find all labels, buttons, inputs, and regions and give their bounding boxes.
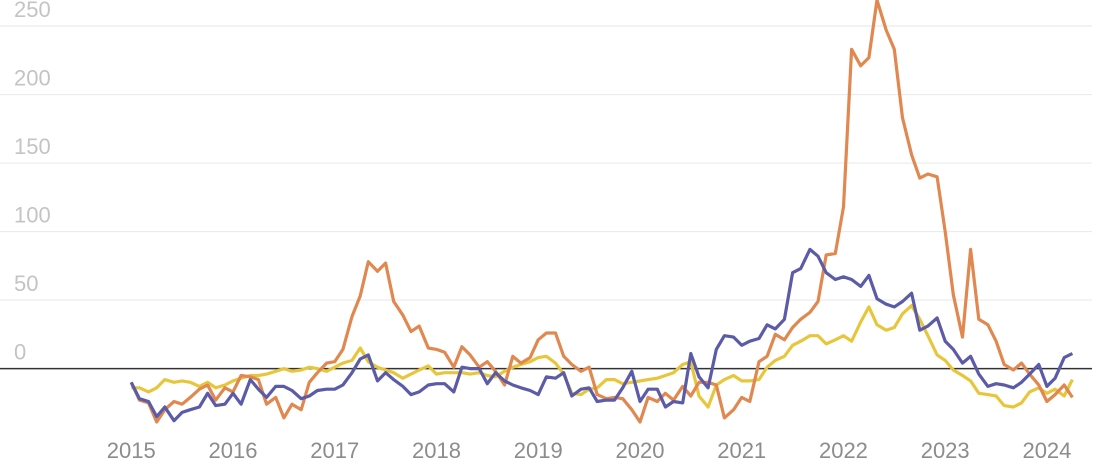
- x-tick-label: 2023: [921, 438, 970, 463]
- x-tick-label: 2016: [209, 438, 258, 463]
- y-tick-label: 0: [14, 340, 26, 365]
- y-tick-label: 250: [14, 0, 51, 22]
- x-tick-label: 2022: [819, 438, 868, 463]
- x-tick-label: 2015: [107, 438, 156, 463]
- x-tick-label: 2021: [717, 438, 766, 463]
- y-tick-label: 50: [14, 271, 38, 296]
- x-tick-label: 2020: [615, 438, 664, 463]
- y-tick-label: 100: [14, 203, 51, 228]
- x-tick-label: 2019: [514, 438, 563, 463]
- line-series: [129, 247, 1074, 423]
- x-tick-label: 2017: [310, 438, 359, 463]
- y-tick-label: 200: [14, 66, 51, 91]
- y-tick-label: 150: [14, 134, 51, 159]
- line-series: [129, 0, 1074, 424]
- x-tick-label: 2018: [412, 438, 461, 463]
- x-tick-label: 2024: [1022, 438, 1071, 463]
